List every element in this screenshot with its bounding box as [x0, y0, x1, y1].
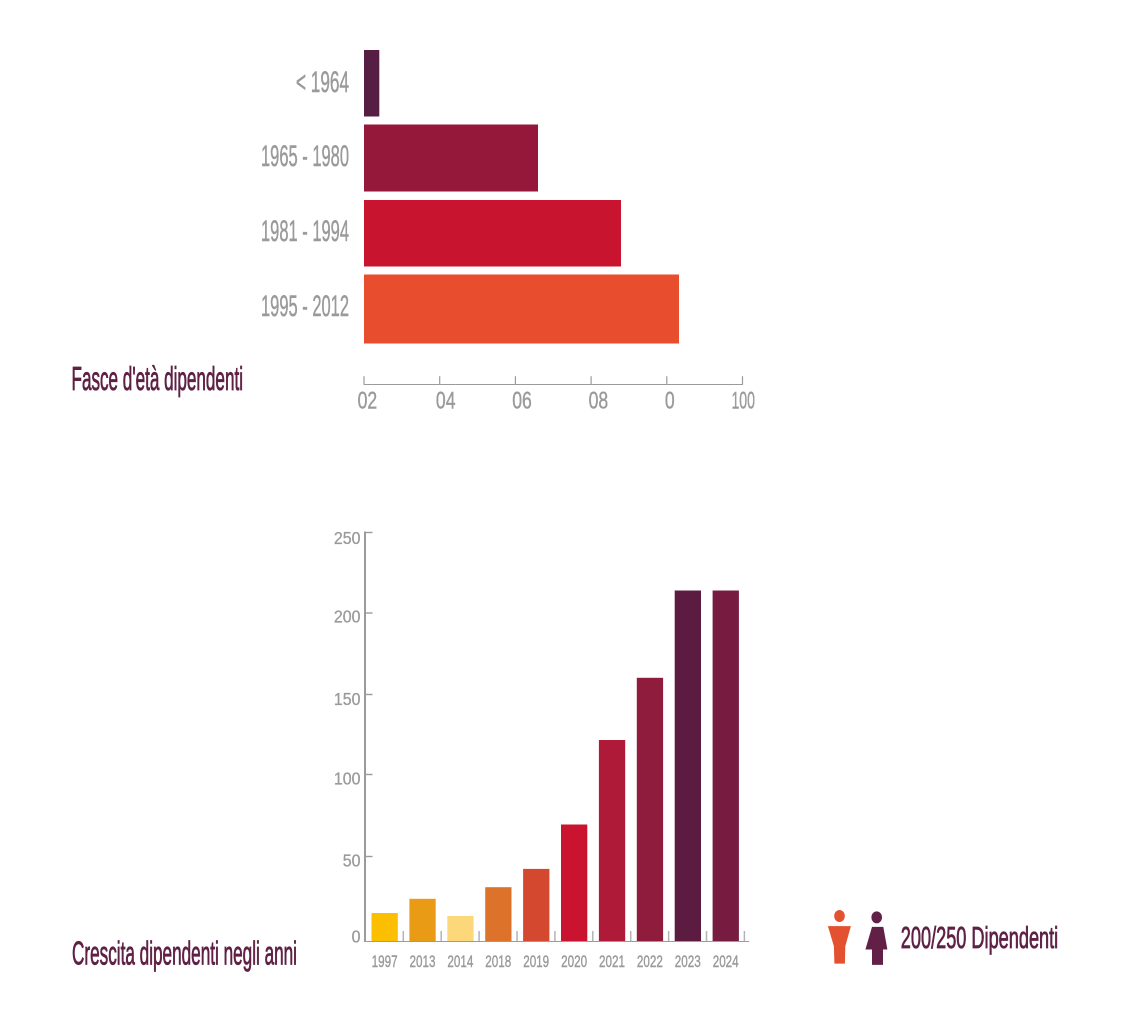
svg-text:2013: 2013 [410, 953, 436, 971]
svg-text:50: 50 [343, 851, 361, 871]
svg-text:0: 0 [352, 926, 361, 946]
svg-text:100: 100 [334, 769, 361, 789]
svg-text:08: 08 [589, 388, 609, 415]
svg-text:02: 02 [358, 388, 378, 415]
svg-text:< 1964: < 1964 [296, 66, 349, 99]
svg-text:2021: 2021 [599, 953, 625, 971]
svg-text:1981 - 1994: 1981 - 1994 [261, 215, 349, 248]
svg-text:1965 - 1980: 1965 - 1980 [261, 140, 349, 173]
svg-text:1995 - 2012: 1995 - 2012 [261, 290, 349, 323]
svg-text:2014: 2014 [447, 953, 473, 971]
svg-text:Fasce d'età dipendenti: Fasce d'età dipendenti [72, 360, 244, 397]
svg-text:04: 04 [436, 388, 456, 415]
svg-text:2018: 2018 [485, 953, 511, 971]
svg-text:06: 06 [512, 388, 532, 415]
svg-text:200/250 Dipendenti: 200/250 Dipendenti [901, 920, 1058, 955]
svg-text:2022: 2022 [637, 953, 663, 971]
svg-text:1997: 1997 [372, 953, 398, 971]
svg-text:200: 200 [334, 607, 361, 627]
svg-text:Crescita dipendenti negli anni: Crescita dipendenti negli anni [72, 934, 297, 971]
svg-text:100: 100 [731, 388, 755, 415]
svg-text:2023: 2023 [675, 953, 701, 971]
svg-text:2020: 2020 [561, 953, 587, 971]
svg-text:0: 0 [665, 388, 675, 415]
svg-text:250: 250 [334, 528, 361, 548]
svg-text:2019: 2019 [523, 953, 549, 971]
svg-text:150: 150 [334, 689, 361, 709]
svg-text:2024: 2024 [713, 953, 739, 971]
